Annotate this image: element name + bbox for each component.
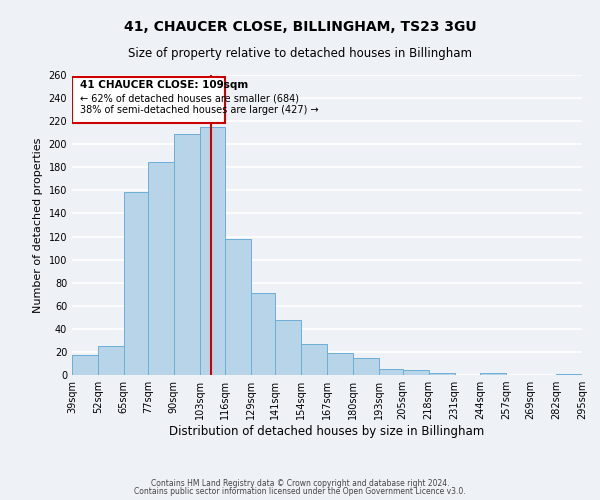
Text: 41 CHAUCER CLOSE: 109sqm: 41 CHAUCER CLOSE: 109sqm — [80, 80, 248, 90]
Y-axis label: Number of detached properties: Number of detached properties — [33, 138, 43, 312]
Bar — [98, 346, 124, 375]
FancyBboxPatch shape — [72, 78, 226, 124]
Bar — [148, 162, 173, 375]
Bar — [173, 134, 199, 375]
Bar — [556, 374, 582, 375]
Bar — [301, 344, 327, 375]
Bar — [481, 372, 506, 375]
Bar — [327, 353, 353, 375]
Text: 41, CHAUCER CLOSE, BILLINGHAM, TS23 3GU: 41, CHAUCER CLOSE, BILLINGHAM, TS23 3GU — [124, 20, 476, 34]
Bar — [275, 320, 301, 375]
Bar — [353, 358, 379, 375]
X-axis label: Distribution of detached houses by size in Billingham: Distribution of detached houses by size … — [169, 425, 485, 438]
Bar — [72, 356, 98, 375]
Bar — [199, 127, 226, 375]
Bar — [226, 239, 251, 375]
Bar — [124, 192, 148, 375]
Bar — [251, 293, 275, 375]
Text: Contains public sector information licensed under the Open Government Licence v3: Contains public sector information licen… — [134, 488, 466, 496]
Text: Contains HM Land Registry data © Crown copyright and database right 2024.: Contains HM Land Registry data © Crown c… — [151, 478, 449, 488]
Bar — [403, 370, 428, 375]
Text: 38% of semi-detached houses are larger (427) →: 38% of semi-detached houses are larger (… — [80, 105, 319, 115]
Text: ← 62% of detached houses are smaller (684): ← 62% of detached houses are smaller (68… — [80, 94, 299, 104]
Bar — [428, 372, 455, 375]
Text: Size of property relative to detached houses in Billingham: Size of property relative to detached ho… — [128, 48, 472, 60]
Bar — [379, 369, 403, 375]
